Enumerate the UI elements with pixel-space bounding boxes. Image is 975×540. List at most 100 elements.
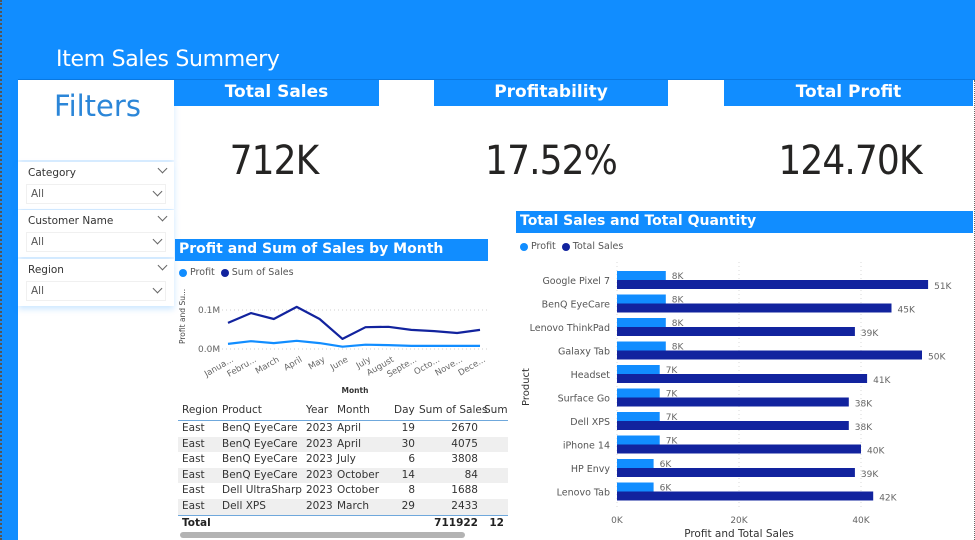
data-label-total-sales: 38K (855, 423, 873, 433)
bar-total-sales (617, 327, 855, 336)
column-header-region[interactable]: Region (182, 404, 218, 416)
data-label-total-sales: 38K (855, 400, 873, 410)
cell-product: BenQ EyeCare (222, 422, 298, 434)
data-label-profit: 8K (672, 319, 685, 329)
cell-region: East (182, 437, 205, 450)
table-horizontal-scrollbar[interactable] (180, 532, 465, 538)
bar-profit (617, 365, 660, 374)
data-label-profit: 6K (660, 460, 673, 470)
y-tick-label: Surface Go (558, 394, 611, 405)
bar-chart-title: Total Sales and Total Quantity (516, 211, 973, 233)
kpi-total-profit-label: Total Profit (724, 80, 973, 106)
cell-month: October (337, 468, 380, 481)
data-label-profit: 8K (672, 343, 685, 353)
y-tick-label: HP Envy (571, 464, 611, 475)
data-label-profit: 7K (666, 390, 679, 400)
data-label-total-sales: 39K (861, 329, 879, 339)
table-row[interactable]: East Dell UltraSharp 2023 October 8 1688 (178, 483, 508, 499)
y-tick-label: 0.0M (198, 345, 220, 355)
cell-region: East (182, 499, 205, 512)
x-tick-label: 40K (852, 516, 870, 526)
legend-profit-marker (179, 268, 187, 277)
bar-total-sales (617, 444, 861, 454)
slicer-region[interactable]: Region All (18, 259, 174, 306)
cell-product: BenQ EyeCare (222, 453, 298, 466)
kpi-profitability-value: 17.52% (485, 138, 618, 184)
table-row[interactable]: East BenQ EyeCare 2023 April 30 4075 (178, 436, 508, 453)
legend-total-sales-label[interactable]: Total Sales (572, 241, 624, 252)
cell-product: Dell UltraSharp (222, 484, 302, 497)
cell-day: 8 (408, 484, 415, 497)
kpi-total-sales-value: 712K (229, 138, 320, 184)
column-header-month[interactable]: Month (337, 404, 370, 416)
cell-product: BenQ EyeCare (222, 437, 298, 450)
bar-total-sales (617, 397, 849, 407)
data-label-profit: 6K (660, 484, 673, 494)
data-label-total-sales: 50K (928, 353, 946, 363)
y-tick-label: 0.1M (198, 306, 220, 316)
chevron-down-icon (152, 186, 163, 198)
legend-profit-label[interactable]: Profit (190, 267, 215, 278)
report-header: Item Sales Summery (0, 0, 975, 80)
x-tick-label: 20K (730, 516, 748, 526)
legend-sales-label[interactable]: Sum of Sales (231, 267, 294, 278)
cell-sum-of-sales: 1688 (451, 484, 478, 497)
bar-total-sales (617, 421, 849, 430)
chevron-down-icon[interactable] (157, 260, 168, 272)
bar-total-sales (617, 280, 929, 289)
cell-year: 2023 (306, 484, 333, 497)
data-label-total-sales: 40K (867, 447, 885, 457)
sales-table: Region Product Year Month Day Sum of Sal… (178, 401, 508, 530)
table-row[interactable]: East Dell XPS 2023 March 29 2433 (178, 498, 508, 515)
slicer-label: Category (28, 167, 76, 179)
cell-sum-of-sales: 3808 (451, 453, 478, 466)
cell-product: Dell XPS (222, 499, 266, 512)
table-row[interactable]: East BenQ EyeCare 2023 October 14 84 (178, 467, 508, 484)
legend-total-sales-marker (561, 242, 570, 251)
y-tick-label: Lenovo ThinkPad (530, 323, 610, 334)
y-tick-label: BenQ EyeCare (542, 300, 611, 311)
column-header-year[interactable]: Year (306, 404, 329, 416)
cell-region: East (182, 422, 205, 434)
y-tick-label: Headset (571, 370, 611, 381)
bar-profit (617, 459, 654, 468)
category-dropdown[interactable]: All (26, 184, 166, 204)
slicer-customer-name[interactable]: Customer Name All (18, 210, 174, 257)
dropdown-value: All (31, 236, 45, 248)
y-tick-label: Dell XPS (570, 417, 610, 428)
data-label-profit: 8K (672, 296, 685, 306)
series-line-profit (227, 339, 480, 348)
column-header-sum-of-sales[interactable]: Sum of Sales (419, 404, 488, 416)
legend-profit-label[interactable]: Profit (531, 241, 556, 252)
bar-profit (617, 341, 666, 351)
customer-name-dropdown[interactable]: All (26, 232, 166, 252)
y-tick-label: Google Pixel 7 (542, 276, 610, 287)
cell-day: 29 (401, 499, 415, 512)
bar-chart[interactable]: 0K 20K 40K Profit and Total Sales Product Goo… (515, 262, 970, 540)
data-label-profit: 7K (666, 366, 679, 376)
slicer-label: Region (28, 264, 64, 276)
kpi-total-sales-label: Total Sales (174, 80, 379, 106)
cell-day: 30 (401, 437, 415, 450)
chevron-down-icon[interactable] (157, 211, 168, 223)
bar-profit (617, 271, 666, 280)
x-tick-label: April (282, 355, 304, 373)
x-tick-label: May (307, 355, 327, 372)
cell-month: July (337, 453, 356, 466)
data-label-total-sales: 51K (934, 282, 952, 292)
chevron-down-icon[interactable] (157, 163, 168, 175)
cell-year: 2023 (306, 453, 333, 466)
slicer-category[interactable]: Category All (18, 162, 174, 209)
table-row[interactable]: East BenQ EyeCare 2023 July 6 3808 (178, 452, 508, 468)
kpi-profitability-label: Profitability (434, 80, 668, 106)
cell-month: April (337, 437, 361, 450)
column-header-sum[interactable]: Sum (484, 404, 508, 416)
column-header-day[interactable]: Day (394, 404, 415, 416)
x-tick-label: June (328, 355, 350, 373)
region-dropdown[interactable]: All (26, 281, 166, 301)
data-label-profit: 8K (672, 272, 685, 282)
table-row[interactable]: East BenQ EyeCare 2023 April 19 2670 (178, 421, 508, 437)
column-header-product[interactable]: Product (222, 404, 262, 416)
